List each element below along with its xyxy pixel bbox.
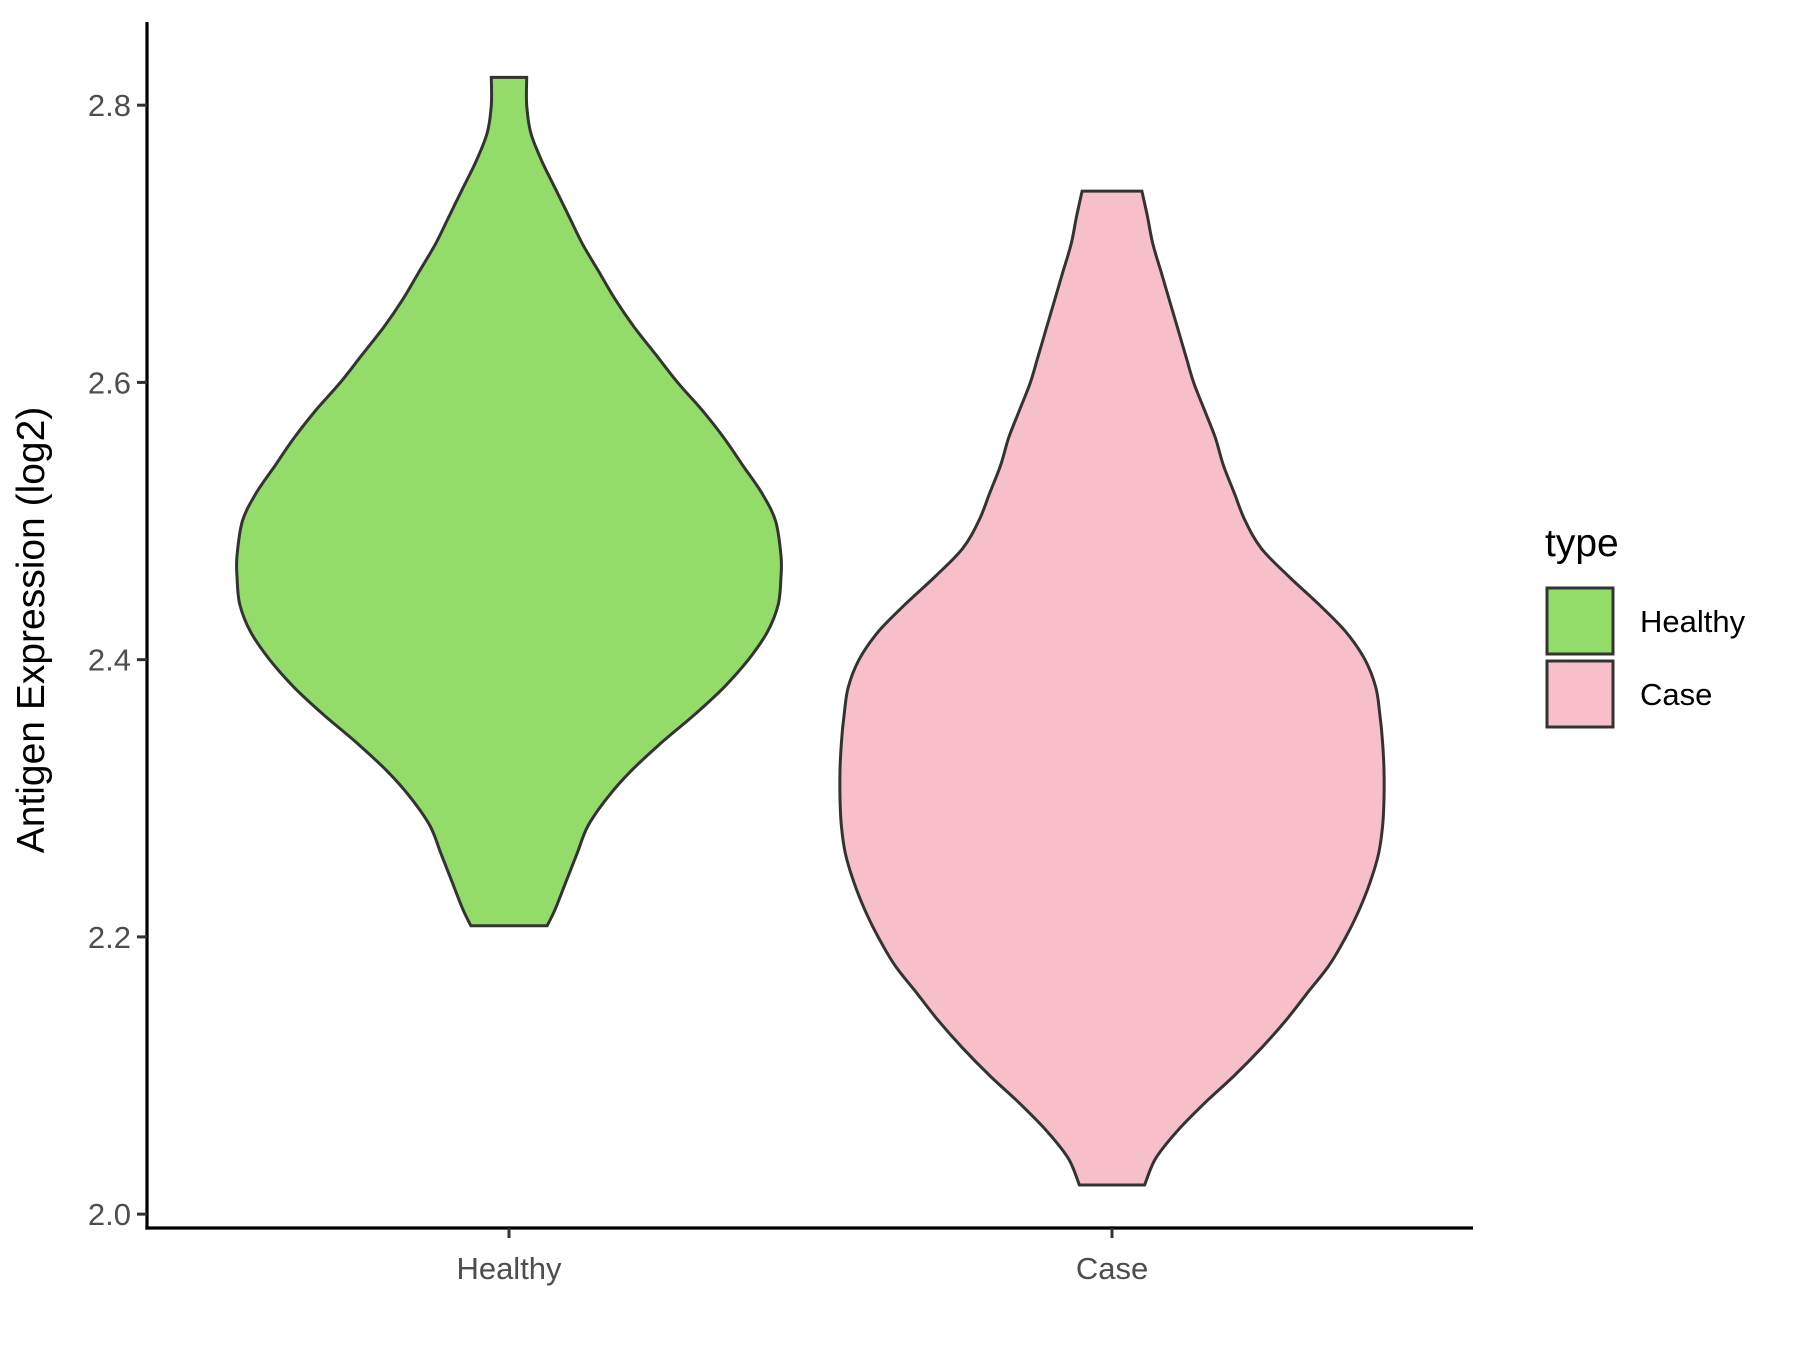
x-tick-label: Healthy bbox=[456, 1251, 562, 1286]
y-axis: 2.0 2.2 2.4 2.6 2.8 bbox=[88, 22, 149, 1232]
legend-title: type bbox=[1545, 522, 1619, 565]
legend-label-case: Case bbox=[1640, 677, 1712, 712]
y-axis-title: Antigen Expression (log2) bbox=[10, 407, 53, 854]
legend-label-healthy: Healthy bbox=[1640, 604, 1746, 639]
y-tick-label: 2.2 bbox=[88, 920, 131, 955]
violin-healthy bbox=[234, 75, 784, 928]
x-tick-label: Case bbox=[1076, 1251, 1148, 1286]
legend-swatch-case bbox=[1545, 659, 1615, 729]
violin-layer bbox=[234, 75, 1386, 1187]
legend-swatch-healthy bbox=[1545, 586, 1615, 656]
legend: type Healthy Case bbox=[1545, 522, 1746, 729]
y-tick-label: 2.8 bbox=[88, 88, 131, 123]
y-tick-label: 2.6 bbox=[88, 365, 131, 400]
x-axis: Healthy Case bbox=[145, 1226, 1473, 1286]
y-tick-label: 2.0 bbox=[88, 1197, 131, 1232]
violin-case bbox=[838, 189, 1386, 1187]
y-tick-label: 2.4 bbox=[88, 643, 131, 678]
